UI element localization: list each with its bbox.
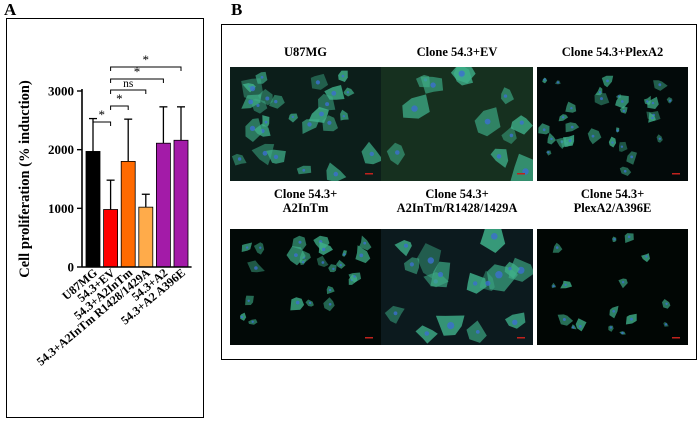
significance-bracket [110,78,164,83]
clone-54-3-plexa2-micrograph [537,67,688,181]
u87mg-micrograph [230,67,381,181]
micrograph-image [230,229,381,345]
panel-b-label: B [231,0,243,19]
y-axis-label: Cell proliferation (% induction) [17,80,33,278]
micrograph-caption: Clone 54.3+ PlexA2/A396E [533,187,693,215]
caption-line: U87MG [283,45,328,59]
panel-a-label: A [4,0,17,19]
clone-54-3-a2intm-r1428-1429a-micrograph [381,229,533,345]
bar-54-3-ev [103,209,118,268]
significance-bracket [110,89,147,94]
significance-label: * [116,91,123,106]
clone-54-3-plexa2-a396e-micrograph [537,229,688,345]
y-tick-label: 0 [68,260,75,275]
bar-u87mg [85,151,101,268]
caption-line: Clone 54.3+ [425,187,489,201]
significance-label: * [143,52,150,67]
micrograph-caption: Clone 54.3+EV [377,45,537,59]
micrograph-caption: Clone 54.3+ A2InTm [226,187,386,215]
bar-54-3-a2 [155,142,171,268]
significance-label: * [99,107,106,122]
bar-54-3-a2-a396e [173,139,189,268]
micrograph-caption: U87MG [226,45,386,59]
bar-chart-panel: 0 1000 2000 3000 Cell proliferation (% induc… [6,18,204,418]
micrograph-caption: Clone 54.3+ A2InTm/R1428/1429A [377,187,537,215]
significance-label: ns [123,78,134,90]
micrograph-image [230,67,381,181]
micrograph-caption: Clone 54.3+PlexA2 [533,45,693,59]
significance-label: * [134,64,141,79]
micrograph-image [381,229,533,345]
significance-bracket [92,121,112,126]
y-tick-label: 3000 [48,84,74,99]
caption-line: A2InTm [282,201,329,215]
bar-54-3-a2intm [120,160,136,268]
y-tick-label: 1000 [48,201,74,216]
clone-54-3-a2intm-micrograph [230,229,381,345]
bar-chart: 0 1000 2000 3000 Cell proliferation (% induc… [17,52,192,369]
caption-line: A2InTm/R1428/1429A [396,201,518,215]
y-tick-label: 2000 [48,142,74,157]
clone-54-3-ev-micrograph [381,67,533,181]
micrograph-image [537,67,688,181]
caption-line: Clone 54.3+EV [416,45,498,59]
micrograph-image [537,229,688,345]
caption-line: Clone 54.3+ [273,187,338,201]
caption-line: Clone 54.3+ [580,187,645,201]
bar-54-3-a2intm-r1428-1429a [138,206,154,268]
significance-bracket [110,105,129,110]
caption-line: PlexA2/A396E [573,201,652,215]
caption-line: Clone 54.3+PlexA2 [561,45,664,59]
microscopy-panel: U87MG Clone 54.3+EV Clone 54.3+PlexA2 Clone… [221,24,697,360]
significance-bracket [110,66,182,71]
micrograph-image [381,67,533,181]
